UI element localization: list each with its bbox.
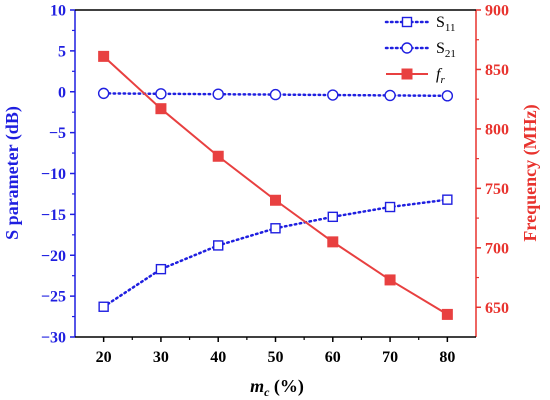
data-point-S21 — [97, 87, 110, 100]
series-layer — [97, 50, 454, 320]
series-S11 — [98, 194, 453, 312]
data-point-fr — [327, 236, 339, 248]
data-point-S21 — [269, 88, 282, 101]
data-point-fr — [155, 103, 167, 115]
legend-label-main: f — [436, 66, 443, 83]
series-line-S11 — [102, 198, 449, 309]
left-tick-label: −5 — [49, 125, 66, 142]
data-point-S11 — [384, 201, 396, 213]
data-point-S21 — [384, 89, 396, 102]
left-tick-label: 10 — [50, 3, 66, 20]
legend-label-S11: S11 — [436, 14, 456, 34]
data-point-fr — [441, 308, 453, 320]
right-tick-label: 750 — [485, 181, 509, 198]
left-tick-label: −25 — [41, 289, 66, 306]
legend-marker-fr — [401, 68, 413, 80]
bottom-tick-label: 30 — [153, 349, 169, 366]
series-fr — [98, 50, 453, 320]
legend-label-main: S — [436, 40, 445, 57]
legend-label-main: S — [436, 14, 445, 31]
bottom-tick-label: 40 — [210, 349, 226, 366]
bottom-axis-ticks: 20 30 40 50 60 70 80 — [96, 337, 455, 366]
bottom-axis-title: mc (%) — [250, 376, 304, 399]
plot-frame — [74, 9, 477, 338]
data-point-S21 — [155, 88, 167, 100]
bottom-tick-label: 80 — [439, 349, 455, 366]
left-tick-label: 0 — [58, 84, 66, 101]
right-tick-label: 650 — [485, 300, 509, 317]
data-point-S11 — [98, 301, 109, 312]
data-point-S21 — [441, 90, 454, 102]
left-tick-label: −30 — [41, 330, 66, 347]
legend-label-fr: fr — [436, 66, 445, 86]
right-axis-title: Frequency (MHz) — [520, 104, 541, 241]
data-point-fr — [270, 194, 281, 206]
data-point-S11 — [270, 223, 281, 234]
right-axis-ticks: 650 700 750 800 850 900 — [476, 3, 509, 317]
data-point-fr — [384, 274, 396, 286]
bottom-axis-title-suffix: (%) — [269, 376, 304, 397]
data-point-S11 — [155, 263, 167, 275]
bottom-tick-label: 70 — [382, 349, 398, 366]
left-axis-ticks: −30 −25 −20 −15 −10 −5 0 5 10 — [41, 3, 75, 347]
data-point-S11 — [442, 194, 453, 205]
legend-marker-S11 — [401, 16, 413, 28]
left-tick-label: −15 — [41, 207, 66, 224]
data-point-S11 — [327, 211, 338, 223]
bottom-tick-label: 20 — [96, 349, 112, 366]
data-point-S21 — [327, 89, 339, 101]
bottom-axis-title-sub: c — [264, 385, 270, 399]
legend-marker-S21 — [401, 42, 413, 54]
data-point-S21 — [212, 88, 224, 100]
data-point-fr — [212, 150, 224, 162]
left-tick-label: −10 — [41, 166, 66, 183]
right-tick-label: 800 — [485, 121, 509, 138]
right-tick-label: 700 — [485, 240, 509, 257]
bottom-tick-label: 60 — [325, 349, 341, 366]
series-S21 — [97, 87, 454, 102]
data-point-fr — [98, 50, 110, 62]
bottom-axis-title-main: m — [250, 376, 264, 396]
left-tick-label: 5 — [58, 43, 66, 60]
bottom-tick-label: 50 — [268, 349, 284, 366]
right-tick-label: 900 — [485, 3, 509, 20]
left-axis-title: S parameter (dB) — [2, 106, 23, 240]
right-tick-label: 850 — [485, 62, 509, 79]
legend-label-sub: 21 — [445, 48, 456, 60]
legend-label-S21: S21 — [436, 40, 456, 60]
legend-label-sub: 11 — [445, 22, 456, 34]
legend-label-sub: r — [440, 74, 445, 86]
left-tick-label: −20 — [41, 248, 66, 265]
data-point-S11 — [213, 240, 224, 251]
